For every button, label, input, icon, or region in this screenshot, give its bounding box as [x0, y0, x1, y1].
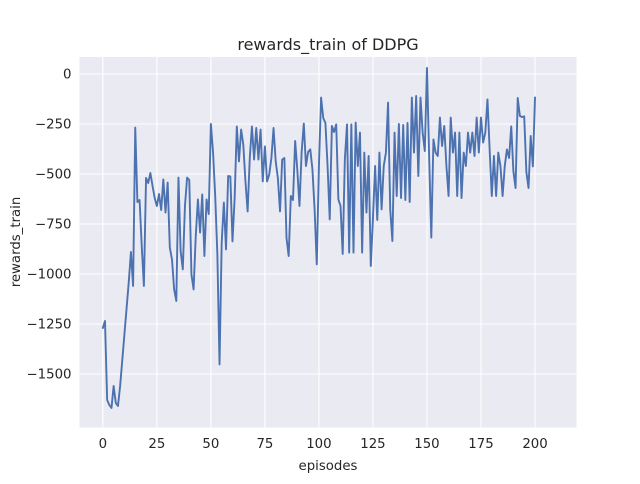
- y-tick-label: −500: [35, 168, 72, 183]
- chart-title: rewards_train of DDPG: [237, 35, 418, 55]
- y-tick-label: −250: [35, 118, 72, 133]
- x-tick-label: 125: [360, 437, 385, 452]
- y-tick-label: −1000: [27, 268, 72, 283]
- reward-line-series: [101, 67, 536, 409]
- x-axis-label: episodes: [299, 459, 358, 474]
- series-layer: [101, 67, 536, 409]
- x-tick-label: 100: [306, 437, 331, 452]
- tick-layer: 0 25 50 75 100 125 150 175 200 0 −250 −500 −750 −1000…: [27, 68, 548, 452]
- x-tick-label: 50: [202, 437, 219, 452]
- y-axis-label: rewards_train: [9, 197, 24, 288]
- plot-background: [79, 57, 577, 428]
- x-tick-label: 175: [468, 437, 493, 452]
- grid-layer: [79, 57, 577, 428]
- x-tick-label: 200: [522, 437, 547, 452]
- y-tick-label: −1250: [27, 318, 72, 333]
- x-tick-label: 0: [99, 437, 107, 452]
- x-tick-label: 150: [414, 437, 439, 452]
- y-tick-label: −750: [35, 218, 72, 233]
- x-tick-label: 25: [148, 437, 165, 452]
- y-tick-label: 0: [63, 68, 71, 83]
- y-tick-label: −1500: [27, 368, 72, 383]
- x-tick-label: 75: [256, 437, 273, 452]
